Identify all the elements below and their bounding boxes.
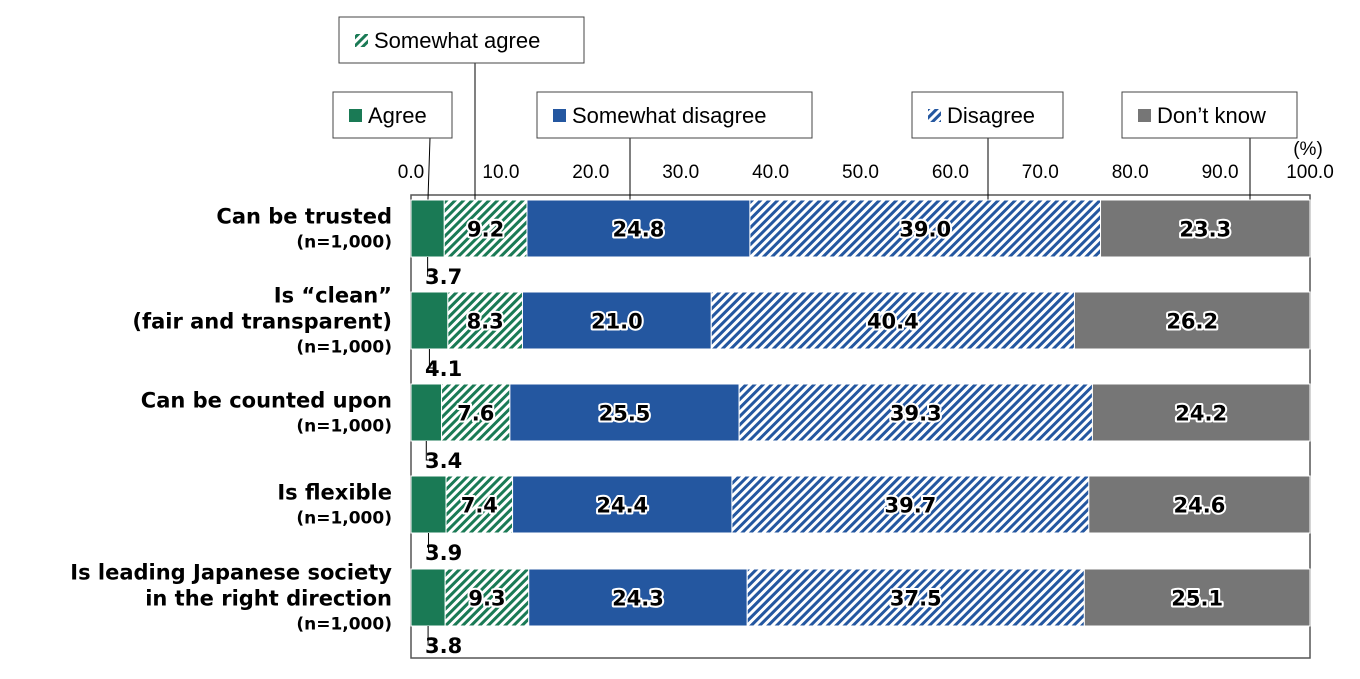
- category-sample-size: (n=1,000): [296, 417, 392, 437]
- legend-label: Agree: [368, 103, 427, 128]
- bar-segment-somewhat-disagree: [526, 199, 751, 258]
- data-label: 39.0: [899, 218, 951, 242]
- legend-label: Don’t know: [1157, 103, 1266, 128]
- data-label: 25.1: [1171, 587, 1223, 611]
- category-sample-size: (n=1,000): [296, 233, 392, 253]
- legend-label: Somewhat disagree: [572, 103, 766, 128]
- x-tick-label: 80.0: [1112, 162, 1149, 183]
- x-tick-label: 20.0: [572, 162, 609, 183]
- legend-box: [338, 16, 585, 64]
- legend-swatch: [1138, 109, 1151, 122]
- category-sample-size: (n=1,000): [296, 509, 392, 529]
- bar-segment-somewhat-agree: [445, 475, 514, 534]
- data-label: 39.7: [884, 494, 936, 518]
- category-label: Is flexible: [277, 481, 392, 505]
- data-label: 21.0: [591, 310, 643, 334]
- bar-segment-agree: [410, 475, 447, 534]
- bar-segment-agree: [410, 568, 446, 627]
- bar-segment-somewhat-disagree: [512, 475, 733, 534]
- legend-item-somewhat-agree: Somewhat agree: [338, 16, 585, 64]
- legend-label: Somewhat agree: [374, 28, 540, 53]
- legend-box: [1121, 91, 1298, 139]
- bar-segment-somewhat-agree: [444, 568, 530, 627]
- data-label: 8.3: [467, 310, 504, 334]
- bar-segment-somewhat-disagree: [509, 383, 740, 442]
- data-label: 4.1: [425, 357, 462, 381]
- x-tick-label: 70.0: [1022, 162, 1059, 183]
- bar-segment-don-t-know: [1100, 199, 1311, 258]
- data-label: 24.8: [613, 218, 665, 242]
- data-label: 25.5: [599, 402, 651, 426]
- bar-segment-somewhat-agree: [441, 383, 511, 442]
- category-sample-size: (n=1,000): [296, 338, 392, 358]
- data-label: 3.9: [425, 541, 462, 565]
- data-label: 24.3: [612, 587, 664, 611]
- data-label: 40.4: [867, 310, 919, 334]
- x-tick-label: 60.0: [932, 162, 969, 183]
- callout-line: [428, 349, 436, 369]
- bar-segment-disagree: [731, 475, 1090, 534]
- bar-segment-don-t-know: [1073, 291, 1311, 350]
- bar-segment-agree: [410, 383, 443, 442]
- legend-item-don-t-know: Don’t know: [1121, 91, 1298, 139]
- data-label: 7.6: [457, 402, 494, 426]
- x-tick-label: 100.0: [1286, 162, 1334, 183]
- legend-swatch: [355, 34, 368, 47]
- legend-item-disagree: Disagree: [911, 91, 1064, 139]
- x-tick-label: 10.0: [482, 162, 519, 183]
- category-label: Can be trusted: [216, 205, 392, 229]
- legend-item-agree: Agree: [332, 91, 453, 139]
- legend-item-somewhat-disagree: Somewhat disagree: [536, 91, 813, 139]
- category-label: Is “clean”: [274, 284, 392, 308]
- bar-segment-agree: [410, 199, 445, 258]
- data-label: 9.2: [467, 218, 504, 242]
- bar-segment-disagree: [738, 383, 1093, 442]
- category-label: Can be counted upon: [141, 389, 392, 413]
- bar-segment-don-t-know: [1091, 383, 1311, 442]
- legend-box: [536, 91, 813, 139]
- bar-segment-don-t-know: [1083, 568, 1311, 627]
- callout-line: [427, 257, 434, 277]
- data-label: 39.3: [890, 402, 942, 426]
- callout-line: [428, 533, 435, 553]
- legend-leader-line: [427, 137, 431, 211]
- category-label: Is leading Japanese society: [70, 561, 392, 585]
- category-label: in the right direction: [145, 587, 392, 611]
- bar-segment-disagree: [746, 568, 1085, 627]
- x-tick-label: 50.0: [842, 162, 879, 183]
- bar-segment-disagree: [710, 291, 1075, 350]
- data-label: 23.3: [1179, 218, 1231, 242]
- data-label: 3.8: [425, 634, 462, 658]
- data-label: 24.2: [1175, 402, 1227, 426]
- data-label: 24.4: [596, 494, 648, 518]
- x-tick-label: 0.0: [398, 162, 424, 183]
- data-label: 7.4: [461, 494, 498, 518]
- bar-segment-agree: [410, 291, 449, 350]
- category-label: (fair and transparent): [132, 310, 392, 334]
- legend-label: Disagree: [947, 103, 1035, 128]
- bar-segment-somewhat-agree: [447, 291, 523, 350]
- legend-swatch: [928, 109, 941, 122]
- data-label: 9.3: [468, 587, 505, 611]
- unit-label: (%): [1293, 139, 1323, 160]
- data-label: 37.5: [890, 587, 942, 611]
- x-tick-label: 30.0: [662, 162, 699, 183]
- data-label: 3.4: [425, 449, 462, 473]
- legend-swatch: [553, 109, 566, 122]
- callout-line: [427, 626, 435, 646]
- data-label: 26.2: [1166, 310, 1218, 334]
- x-tick-label: 90.0: [1202, 162, 1239, 183]
- bar-segment-don-t-know: [1088, 475, 1311, 534]
- category-sample-size: (n=1,000): [296, 615, 392, 635]
- bar-segment-somewhat-agree: [443, 199, 528, 258]
- x-tick-label: 40.0: [752, 162, 789, 183]
- bar-segment-somewhat-disagree: [528, 568, 748, 627]
- data-label: 3.7: [425, 265, 462, 289]
- data-label: 24.6: [1174, 494, 1226, 518]
- legend-swatch: [349, 109, 362, 122]
- callout-line: [425, 441, 433, 461]
